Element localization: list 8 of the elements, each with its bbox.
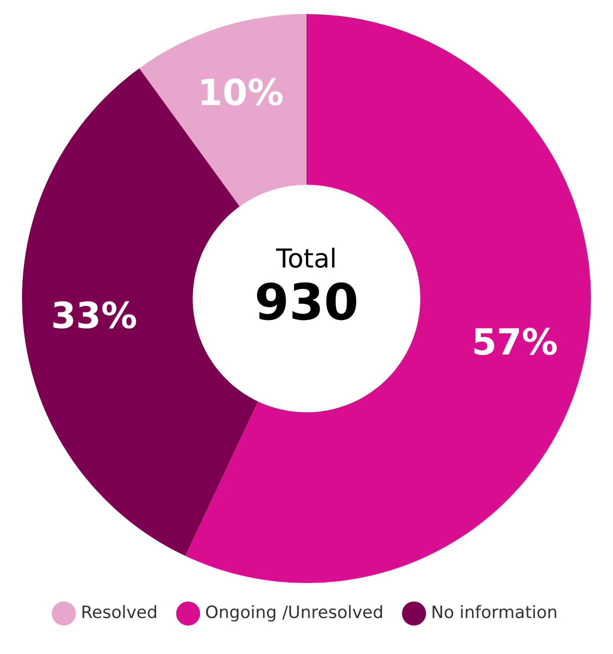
data-label: 33% bbox=[50, 296, 138, 337]
data-label: 57% bbox=[472, 322, 558, 364]
legend-label: Ongoing /Unresolved bbox=[205, 602, 384, 623]
data-label: 10% bbox=[197, 72, 284, 114]
legend-label: No information bbox=[431, 602, 558, 623]
text: 930 bbox=[254, 273, 359, 332]
legend-label: Resolved bbox=[80, 602, 158, 623]
text: Total bbox=[275, 244, 337, 274]
